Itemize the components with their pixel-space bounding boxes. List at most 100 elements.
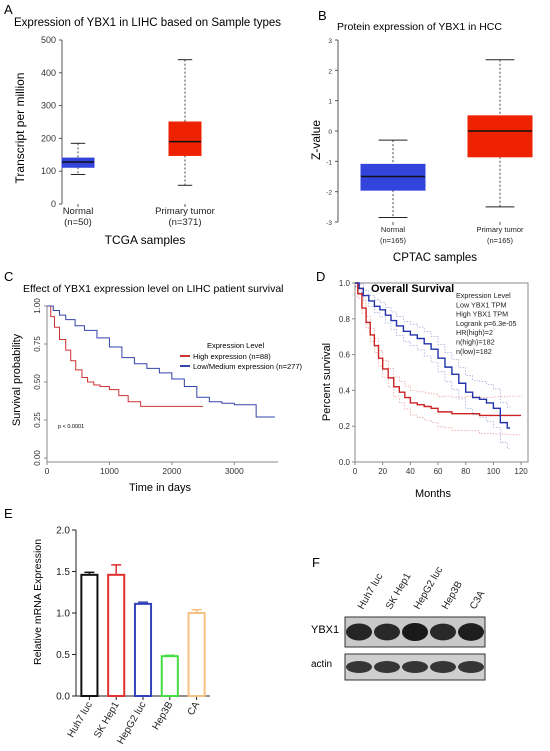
y-tick-label: 0.6 (339, 351, 351, 360)
panel-d-title: Overall Survival (371, 283, 454, 295)
category-label: Primary tumor (476, 225, 524, 234)
band-ybx1 (458, 623, 484, 641)
lane-label: Huh7 luc (356, 572, 385, 612)
panel-f-row-ybx1: YBX1 (311, 624, 339, 636)
legend-line: Low YBX1 TPM (456, 300, 506, 309)
panel-e-plot (80, 564, 206, 698)
panel-a-xlabel: TCGA samples (105, 233, 186, 247)
category-label: (n=371) (168, 217, 201, 228)
band-actin (374, 661, 400, 673)
panel-d-ylabel: Percent survival (321, 343, 333, 421)
survival-line (47, 305, 204, 407)
y-tick-label: 1.5 (56, 567, 70, 578)
ci-upper (355, 282, 522, 398)
y-tick-label: 0.5 (56, 650, 70, 661)
panel-c-legend-low: Low/Medium expression (n=277) (193, 362, 303, 371)
panel-a-yticks: 0 100 200 300 400 500 (41, 35, 63, 209)
y-tick-label: 2.0 (56, 526, 70, 537)
y-tick-label: 200 (41, 133, 56, 143)
band-actin (430, 661, 456, 673)
x-tick-label: 1000 (100, 466, 119, 476)
band-ybx1 (374, 623, 400, 641)
band-actin (458, 661, 484, 673)
plot-frame (354, 282, 529, 463)
lane-label: C3A (468, 589, 487, 612)
panel-letter-e: E (4, 506, 13, 521)
panel-d-xlabel: Months (415, 488, 452, 500)
y-tick-label: 0.75 (33, 336, 42, 352)
legend-line: n(low)=182 (456, 347, 492, 356)
y-tick-label: 0.2 (339, 422, 351, 431)
panel-d-axes: 0.0 0.2 0.4 0.6 0.8 1.0 0 20 40 60 80 100 120 (339, 279, 529, 476)
band-actin (346, 661, 372, 673)
category-label: Normal (381, 225, 406, 234)
category-label: (n=165) (487, 236, 514, 245)
band-ybx1 (430, 623, 456, 641)
y-tick-label: 3 (328, 38, 332, 45)
panel-d-plot (355, 282, 522, 450)
y-tick-label: -2 (326, 190, 332, 197)
y-tick-label: 400 (41, 68, 56, 78)
panel-b-title: Protein expression of YBX1 in HCC (337, 21, 502, 33)
y-tick-label: 0.0 (339, 458, 351, 467)
ci-lower (355, 286, 522, 436)
x-tick-label: 3000 (225, 466, 244, 476)
legend-line: HR(high)=2 (456, 328, 493, 337)
y-tick-label: 1.00 (33, 298, 42, 314)
y-tick-label: 0.8 (339, 315, 351, 324)
survival-line (355, 282, 522, 417)
lane-label: Hep3B (440, 579, 465, 611)
panel-letter-c: C (4, 269, 13, 284)
panel-c-legend-title: Expression Level (207, 341, 264, 350)
x-tick-label: 60 (434, 467, 443, 476)
panel-a-plot: Normal(n=50) Primary tumor(n=371) (61, 59, 215, 228)
panel-letter-b: B (318, 8, 327, 23)
box-iqr (467, 115, 533, 158)
y-tick-label: -3 (326, 220, 332, 227)
survival-line (355, 282, 511, 429)
x-tick-label: Hep3B (151, 700, 176, 732)
panel-c-legend-high: High expression (n=88) (193, 352, 271, 361)
panel-b-xlabel: CPTAC samples (393, 252, 477, 264)
bar (133, 602, 153, 697)
bar (80, 573, 99, 698)
y-tick-label: 500 (41, 35, 56, 45)
legend-line: High YBX1 TPM (456, 310, 508, 319)
y-tick-label: 100 (41, 166, 56, 176)
y-tick-label: -1 (326, 159, 332, 166)
x-tick-label: 80 (461, 467, 470, 476)
legend-line: Expression Level (456, 291, 511, 300)
y-tick-label: 0.4 (339, 386, 351, 395)
y-tick-label: 0.50 (33, 374, 42, 390)
y-tick-label: 300 (41, 101, 56, 111)
panel-letter-d: D (316, 269, 325, 284)
box-iqr (168, 121, 202, 156)
band-ybx1 (346, 623, 372, 641)
category-label: (n=165) (380, 236, 407, 245)
panel-a-title: Expression of YBX1 in LIHC based on Samp… (14, 17, 281, 29)
panel-c-title: Effect of YBX1 expression level on LIHC … (23, 283, 284, 295)
y-tick-label: 0 (51, 199, 56, 209)
y-tick-label: 0.25 (33, 412, 42, 428)
panel-c-pvalue: p < 0.0001 (58, 424, 84, 430)
panel-c-xlabel: Time in days (129, 482, 191, 494)
bar (160, 655, 179, 697)
ci-lower (355, 286, 511, 450)
category-label: Primary tumor (155, 206, 215, 217)
x-tick-label: 100 (487, 467, 501, 476)
legend-line: n(high)=182 (456, 338, 495, 347)
ci-upper (355, 282, 511, 408)
y-tick-label: 0.0 (56, 692, 70, 703)
panel-letter-f: F (312, 555, 320, 570)
panel-a-ylabel: Transcript per million (13, 73, 27, 184)
band-actin (402, 661, 428, 673)
panel-letter-a: A (4, 2, 13, 17)
x-tick-label: SK Hep1 (92, 700, 122, 741)
panel-f-blot (344, 616, 486, 681)
panel-c-plot (47, 305, 275, 418)
panel-c-axes: 0.00 0.25 0.50 0.75 1.00 0 1000 2000 3000 (33, 298, 278, 476)
survival-line (47, 305, 275, 418)
